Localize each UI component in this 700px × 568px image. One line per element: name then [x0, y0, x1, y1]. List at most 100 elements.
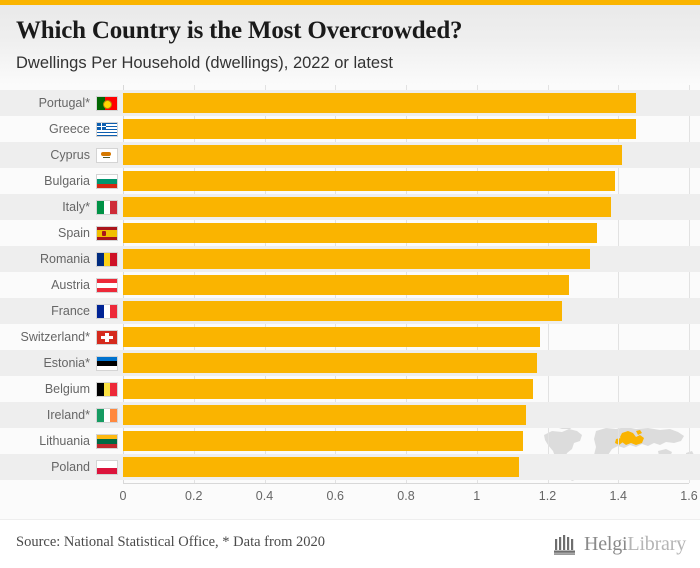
category-label: Bulgaria — [44, 174, 90, 188]
gridline-1-4 — [618, 85, 620, 483]
category-label-cell: Ireland* — [0, 402, 123, 428]
top-accent-bar — [0, 0, 700, 5]
category-label: Portugal* — [38, 96, 90, 110]
logo-text-primary: Helgi — [583, 532, 628, 555]
flag-icon-ireland — [96, 408, 118, 423]
chart-subtitle: Dwellings Per Household (dwellings), 202… — [16, 54, 393, 72]
library-building-icon — [553, 535, 575, 555]
table-row[interactable]: Lithuania — [0, 428, 700, 454]
category-label-cell: Romania — [0, 246, 123, 272]
flag-icon-romania — [96, 252, 118, 267]
category-label-cell: Portugal* — [0, 90, 123, 116]
bar[interactable] — [123, 457, 520, 477]
flag-icon-poland — [96, 460, 118, 475]
table-row[interactable]: Italy* — [0, 194, 700, 220]
plot-inner: Portugal* Greece Cyprus Bulgaria Italy* Spain… — [0, 85, 700, 520]
category-label-cell: Greece — [0, 116, 123, 142]
category-label-cell: Cyprus — [0, 142, 123, 168]
table-row[interactable]: Switzerland* — [0, 324, 700, 350]
bar[interactable] — [123, 249, 590, 269]
category-label-cell: Belgium — [0, 376, 123, 402]
table-row[interactable]: Cyprus — [0, 142, 700, 168]
category-label: Belgium — [44, 382, 90, 396]
category-label: Greece — [49, 122, 90, 136]
flag-icon-switzerland — [96, 330, 118, 345]
chart-footer: Source: National Statistical Office, * D… — [0, 519, 700, 568]
x-tick-label: 0.4 — [255, 489, 274, 503]
category-label-cell: Bulgaria — [0, 168, 123, 194]
category-label-cell: Lithuania — [0, 428, 123, 454]
bar[interactable] — [123, 145, 622, 165]
flag-icon-italy — [96, 200, 118, 215]
category-label-cell: Estonia* — [0, 350, 123, 376]
table-row[interactable]: Romania — [0, 246, 700, 272]
bar[interactable] — [123, 275, 569, 295]
table-row[interactable]: Austria — [0, 272, 700, 298]
bar[interactable] — [123, 431, 523, 451]
flag-icon-greece — [96, 122, 118, 137]
flag-icon-portugal — [96, 96, 118, 111]
x-tick-label: 1.2 — [538, 489, 557, 503]
x-tick-label: 1.4 — [609, 489, 627, 503]
category-label: Lithuania — [39, 434, 90, 448]
logo-text-secondary: Library — [627, 532, 686, 555]
category-label: Estonia* — [43, 356, 90, 370]
bar[interactable] — [123, 405, 527, 425]
table-row[interactable]: Belgium — [0, 376, 700, 402]
flag-icon-lithuania — [96, 434, 118, 449]
table-row[interactable]: Ireland* — [0, 402, 700, 428]
bar[interactable] — [123, 197, 612, 217]
x-axis-line — [123, 483, 689, 484]
category-label-cell: Spain — [0, 220, 123, 246]
category-label-cell: France — [0, 298, 123, 324]
table-row[interactable]: Portugal* — [0, 90, 700, 116]
bar[interactable] — [123, 379, 534, 399]
table-row[interactable]: Bulgaria — [0, 168, 700, 194]
flag-icon-belgium — [96, 382, 118, 397]
flag-icon-bulgaria — [96, 174, 118, 189]
logo-wordmark: HelgiLibrary — [584, 533, 686, 556]
flag-icon-france — [96, 304, 118, 319]
gridline-1-6 — [689, 85, 690, 483]
category-label: Italy* — [62, 200, 90, 214]
category-label: Switzerland* — [20, 330, 90, 344]
chart-header: Which Country is the Most Overcrowded? D… — [0, 5, 700, 85]
bar[interactable] — [123, 223, 598, 243]
category-label-cell: Italy* — [0, 194, 123, 220]
table-row[interactable]: Spain — [0, 220, 700, 246]
flag-icon-estonia — [96, 356, 118, 371]
flag-icon-spain — [96, 226, 118, 241]
bar[interactable] — [123, 93, 636, 113]
bar[interactable] — [123, 353, 537, 373]
flag-icon-cyprus — [96, 148, 118, 163]
bar[interactable] — [123, 171, 615, 191]
table-row[interactable]: Poland — [0, 454, 700, 480]
category-label: Poland — [51, 460, 90, 474]
category-label-cell: Poland — [0, 454, 123, 480]
category-label: Austria — [51, 278, 90, 292]
x-tick-label: 0 — [119, 489, 127, 503]
category-label: Spain — [58, 226, 90, 240]
x-tick-label: 1.6 — [680, 489, 698, 503]
bar[interactable] — [123, 301, 562, 321]
table-row[interactable]: Greece — [0, 116, 700, 142]
category-label: France — [51, 304, 90, 318]
page-title: Which Country is the Most Overcrowded? — [16, 17, 463, 44]
table-row[interactable]: France — [0, 298, 700, 324]
category-label-cell: Austria — [0, 272, 123, 298]
flag-icon-austria — [96, 278, 118, 293]
x-tick-label: 0.2 — [185, 489, 203, 503]
helgi-library-logo[interactable]: HelgiLibrary — [553, 531, 686, 557]
category-label: Ireland* — [46, 408, 90, 422]
source-note: Source: National Statistical Office, * D… — [16, 534, 325, 550]
category-label: Cyprus — [50, 148, 90, 162]
bar[interactable] — [123, 327, 541, 347]
plot-area: Portugal* Greece Cyprus Bulgaria Italy* Spain… — [0, 85, 700, 520]
table-row[interactable]: Estonia* — [0, 350, 700, 376]
category-label: Romania — [39, 252, 90, 266]
category-label-cell: Switzerland* — [0, 324, 123, 350]
bar[interactable] — [123, 119, 636, 139]
x-tick-label: 1 — [473, 489, 481, 503]
x-tick-label: 0.8 — [397, 489, 415, 503]
